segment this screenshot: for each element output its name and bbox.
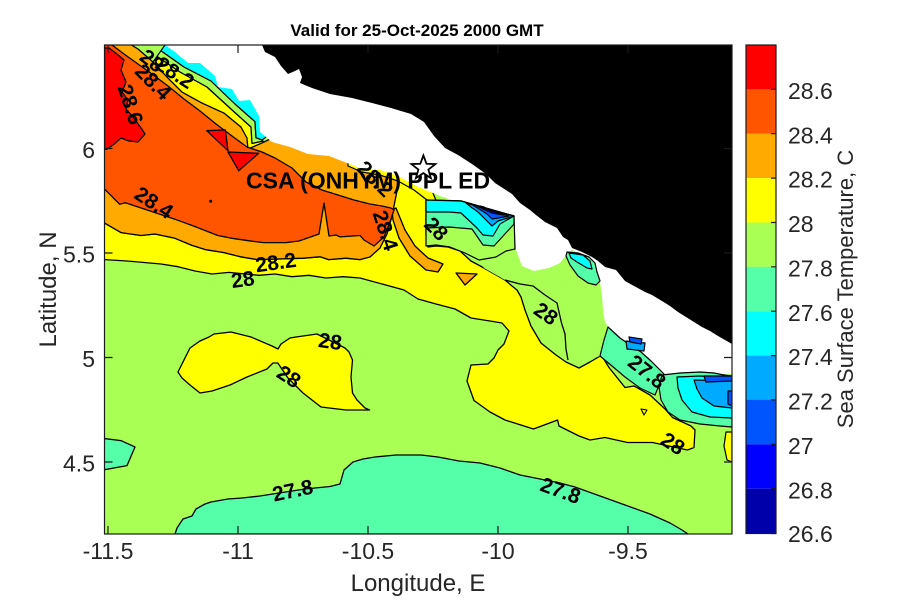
svg-text:Valid for 25-Oct-2025 2000 GMT: Valid for 25-Oct-2025 2000 GMT <box>290 21 544 40</box>
svg-text:5.5: 5.5 <box>63 242 95 268</box>
svg-text:28.6: 28.6 <box>788 78 833 104</box>
svg-text:4.5: 4.5 <box>63 451 95 477</box>
svg-text:28.2: 28.2 <box>254 249 298 277</box>
svg-text:26.6: 26.6 <box>788 521 833 547</box>
svg-text:6: 6 <box>82 137 95 163</box>
svg-text:28.4: 28.4 <box>788 122 833 148</box>
svg-text:27.4: 27.4 <box>788 344 833 370</box>
svg-text:CSA (ONHYM) PPL ED: CSA (ONHYM) PPL ED <box>246 168 490 194</box>
svg-text:28.2: 28.2 <box>788 167 833 193</box>
svg-text:Sea Surface Temperature, C: Sea Surface Temperature, C <box>833 150 858 429</box>
svg-text:Latitude, N: Latitude, N <box>35 231 62 347</box>
svg-text:27.8: 27.8 <box>788 255 833 281</box>
svg-text:-11.5: -11.5 <box>83 538 134 564</box>
svg-text:Longitude, E: Longitude, E <box>351 570 486 597</box>
svg-text:5: 5 <box>82 346 95 372</box>
svg-text:-11: -11 <box>222 538 254 564</box>
svg-text:26.8: 26.8 <box>788 477 833 503</box>
svg-text:28: 28 <box>317 329 344 355</box>
svg-text:28: 28 <box>788 211 814 237</box>
svg-text:-10.5: -10.5 <box>342 538 394 564</box>
svg-text:27.6: 27.6 <box>788 300 833 326</box>
svg-text:-10: -10 <box>481 538 514 564</box>
svg-text:28: 28 <box>230 267 257 293</box>
svg-text:-9.5: -9.5 <box>608 538 648 564</box>
svg-text:27.2: 27.2 <box>788 389 833 415</box>
svg-text:27: 27 <box>788 433 814 459</box>
